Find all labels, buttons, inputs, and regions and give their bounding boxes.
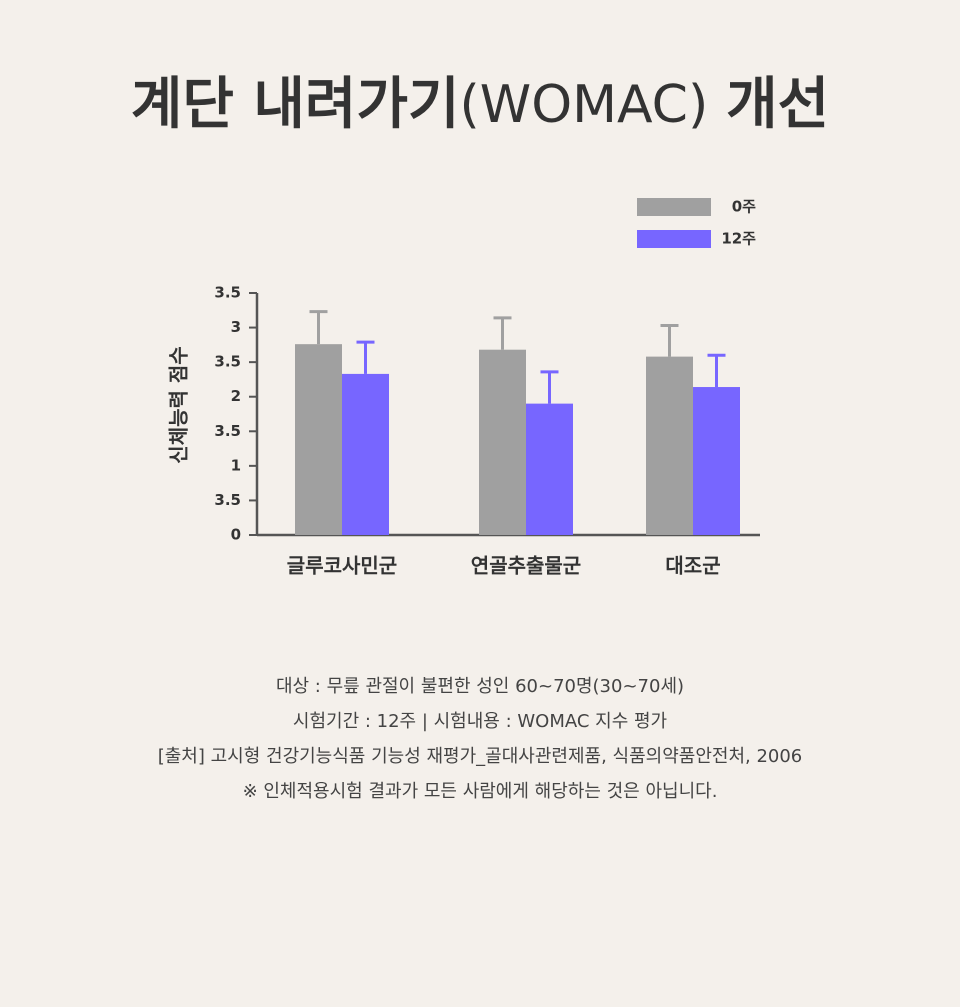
bar [479, 349, 526, 535]
bar [693, 387, 740, 535]
y-tick-label: 3 [231, 318, 241, 336]
bar [646, 356, 693, 535]
legend-swatch [637, 198, 711, 216]
footnote: ※ 인체적용시험 결과가 모든 사람에게 해당하는 것은 아닙니다. [243, 781, 718, 802]
bar [342, 373, 389, 535]
legend-label: 12주 [721, 230, 756, 248]
chart-title: 계단 내려가기(WOMAC) 개선 [131, 72, 829, 137]
title-part: 계단 내려가기 [131, 72, 460, 137]
bar [295, 344, 342, 535]
footnote: 대상 : 무릎 관절이 불편한 성인 60~70명(30~70세) [276, 676, 684, 697]
legend-swatch [637, 230, 711, 248]
footnote: 시험기간 : 12주 | 시험내용 : WOMAC 지수 평가 [293, 711, 667, 732]
y-tick-label: 3.5 [214, 422, 241, 440]
y-tick-label: 3.5 [214, 284, 241, 302]
y-tick-label: 1 [231, 456, 241, 474]
y-axis-label: 신체능력 점수 [167, 346, 191, 463]
x-tick-label: 대조군 [665, 554, 720, 578]
y-tick-label: 3.5 [214, 353, 241, 371]
footnote: [출처] 고시형 건강기능식품 기능성 재평가_골대사관련제품, 식품의약품안전… [158, 746, 803, 767]
title-part: 개선 [726, 72, 829, 137]
y-tick-label: 3.5 [214, 491, 241, 509]
legend-label: 0주 [732, 198, 756, 216]
y-tick-label: 0 [231, 526, 241, 544]
y-tick-label: 2 [231, 387, 241, 405]
x-tick-label: 글루코사민군 [287, 554, 397, 578]
bar [526, 403, 573, 535]
title-part: (WOMAC) [460, 75, 709, 135]
x-tick-label: 연골추출물군 [471, 554, 581, 578]
